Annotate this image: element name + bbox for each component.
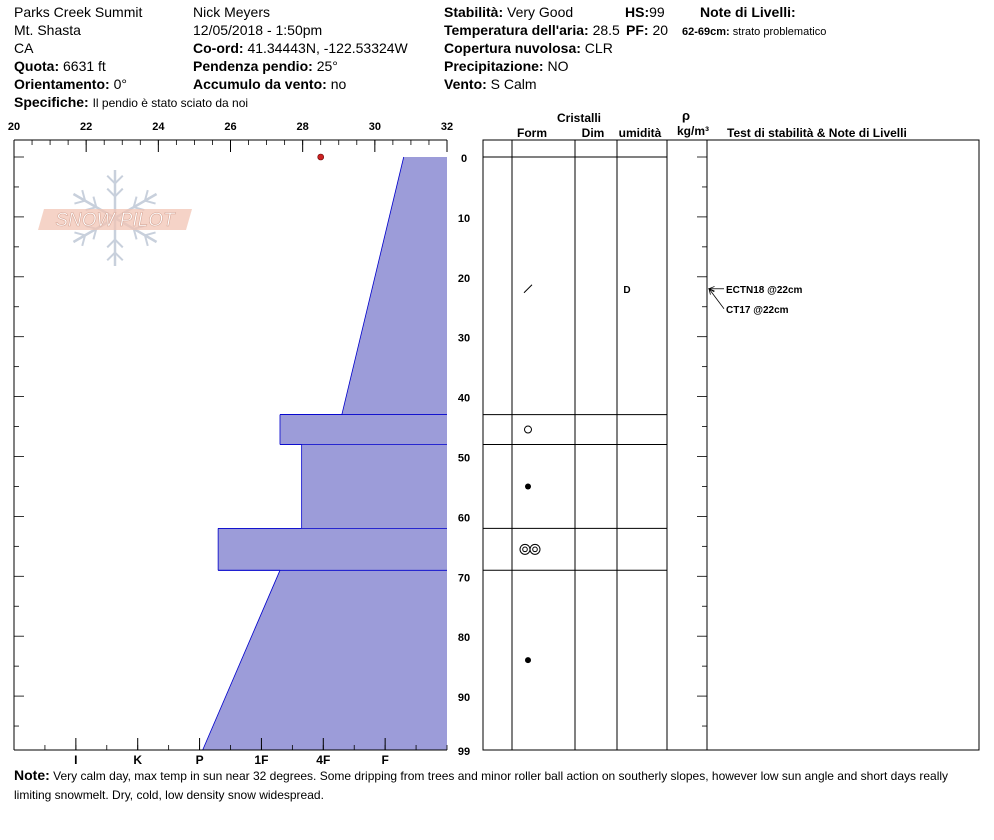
snowflake-branch-icon: [81, 189, 87, 201]
hardness-edge: [341, 156, 405, 415]
hardness-area: [202, 157, 447, 750]
range: Mt. Shasta: [14, 22, 81, 38]
precipitation: Precipitazione: NO: [444, 58, 569, 74]
depth-tick-label: 50: [458, 452, 470, 464]
hardness-edge: [202, 570, 281, 751]
temp-tick-label: 32: [441, 121, 453, 133]
header-density-unit: kg/m³: [677, 124, 709, 138]
crystal-slash-icon: [523, 284, 533, 294]
stability-test-label: ECTN18 @22cm: [726, 285, 803, 296]
snowflake-branch-icon: [92, 196, 98, 208]
depth-tick-label: 70: [458, 572, 470, 584]
hardness-tick-label: 1F: [254, 753, 268, 765]
stability-test-label: CT17 @22cm: [726, 305, 789, 316]
wind: Vento: S Calm: [444, 76, 537, 92]
snowflake-branch-icon: [74, 231, 86, 237]
snowflake-branch-icon: [143, 189, 149, 201]
hardness-tick-label: K: [133, 753, 142, 765]
hardness-tick-label: P: [196, 753, 204, 765]
test-arrow-icon: [708, 287, 715, 295]
observer: Nick Meyers: [193, 4, 271, 20]
crystal-dot-icon: [525, 657, 531, 664]
hardness-tick-label: I: [74, 753, 77, 765]
crystal-double-ring-icon: [519, 543, 531, 555]
header-moisture: umidità: [619, 126, 662, 140]
snowflake-branch-icon: [132, 228, 138, 240]
snowflake-branch-icon: [114, 187, 124, 198]
snowflake-branch-icon: [106, 251, 116, 262]
header-form: Form: [517, 126, 547, 140]
note-text: Very calm day, max temp in sun near 32 d…: [14, 769, 949, 802]
air-temp-marker: [317, 153, 325, 161]
header-dim: Dim: [582, 126, 605, 140]
snowflake-branch-icon: [114, 238, 124, 249]
chart-axes: 20 22 24 26 28 30 32 I K P 1F 4F F 0 10 20 30 40 50 60 70 80 9…: [8, 121, 707, 765]
crystal-ring-icon: [524, 425, 532, 434]
temp-tick-label: 28: [297, 121, 309, 133]
snowflake-branch-icon: [92, 228, 98, 240]
depth-tick-label: 90: [458, 692, 470, 704]
elevation: Quota: 6631 ft: [14, 58, 106, 74]
state: CA: [14, 40, 34, 56]
layer-notes-title: Note di Livelli:: [700, 4, 796, 20]
snowflake-branch-icon: [106, 238, 116, 249]
crystal-inner-ring-icon: [522, 546, 528, 553]
depth-tick-label: 99: [458, 746, 470, 758]
hardness-profile: [202, 153, 447, 751]
slope-angle: Pendenza pendio: 25°: [193, 58, 338, 74]
snowflake-branch-icon: [114, 251, 124, 262]
snow-profile-chart: SNOW PILOT 20 22 24 26 28 30 32 I K P 1F 4F F 0 10 20 30…: [8, 108, 980, 765]
depth-tick-label: 0: [461, 153, 467, 165]
temp-tick-label: 24: [152, 121, 165, 133]
penetration: PF: 20: [626, 22, 669, 38]
crystal-dot-icon: [525, 483, 531, 490]
stability: Stabilità: Very Good: [444, 4, 574, 20]
logo-text: SNOW PILOT: [55, 210, 176, 231]
logo-banner: [38, 209, 192, 230]
snowflake-branch-icon: [144, 231, 156, 237]
hardness-tick-label: F: [381, 753, 388, 765]
temp-tick-label: 30: [369, 121, 381, 133]
header-stability-notes: Test di stabilità & Note di Livelli: [727, 126, 907, 140]
cloud-cover: Copertura nuvolosa: CLR: [444, 40, 613, 56]
depth-tick-label: 60: [458, 512, 470, 524]
note-label: Note:: [14, 767, 50, 783]
snowflake-branch-icon: [74, 199, 86, 205]
temp-tick-label: 22: [80, 121, 92, 133]
hardness-tick-label: 4F: [316, 753, 330, 765]
depth-tick-label: 20: [458, 273, 470, 285]
depth-tick-label: 80: [458, 632, 470, 644]
snowflake-branch-icon: [106, 174, 116, 185]
header-rho: ρ: [682, 108, 690, 123]
specifics: Specifiche: Il pendio è stato sciato da …: [14, 94, 249, 110]
snowpilot-logo: SNOW PILOT: [38, 170, 192, 266]
depth-tick-label: 40: [458, 393, 470, 405]
snow-height: HS:99: [625, 4, 665, 20]
snowflake-branch-icon: [132, 196, 138, 208]
moisture-label: D: [623, 285, 630, 296]
snowflake-branch-icon: [106, 187, 116, 198]
crystal-inner-ring-icon: [532, 546, 538, 553]
layer-note: 62-69cm: strato problematico: [682, 26, 827, 38]
aspect: Orientamento: 0°: [14, 76, 127, 92]
snowflake-branch-icon: [144, 199, 156, 205]
temp-tick-label: 20: [8, 121, 20, 133]
temp-tick-label: 26: [224, 121, 236, 133]
wind-loading: Accumulo da vento: no: [193, 76, 347, 92]
header-crystals: Cristalli: [557, 111, 601, 125]
depth-tick-label: 30: [458, 333, 470, 345]
crystal-double-ring-icon: [529, 543, 541, 555]
depth-tick-label: 10: [458, 213, 470, 225]
snowflake-branch-icon: [143, 235, 149, 247]
datetime: 12/05/2018 - 1:50pm: [193, 22, 323, 38]
test-pointer-line: [708, 288, 725, 310]
coordinates: Co-ord: 41.34443N, -122.53324W: [193, 40, 408, 56]
note: Note: Very calm day, max temp in sun nea…: [14, 766, 984, 805]
snowflake-branch-icon: [114, 174, 124, 185]
snowflake-branch-icon: [81, 235, 87, 247]
crystal-columns: Cristalli Form Dim umidità ρkg/m³ Test di sta…: [482, 108, 980, 751]
location: Parks Creek Summit: [14, 4, 143, 20]
air-temperature: Temperatura dell'aria: 28.5: [444, 22, 620, 38]
